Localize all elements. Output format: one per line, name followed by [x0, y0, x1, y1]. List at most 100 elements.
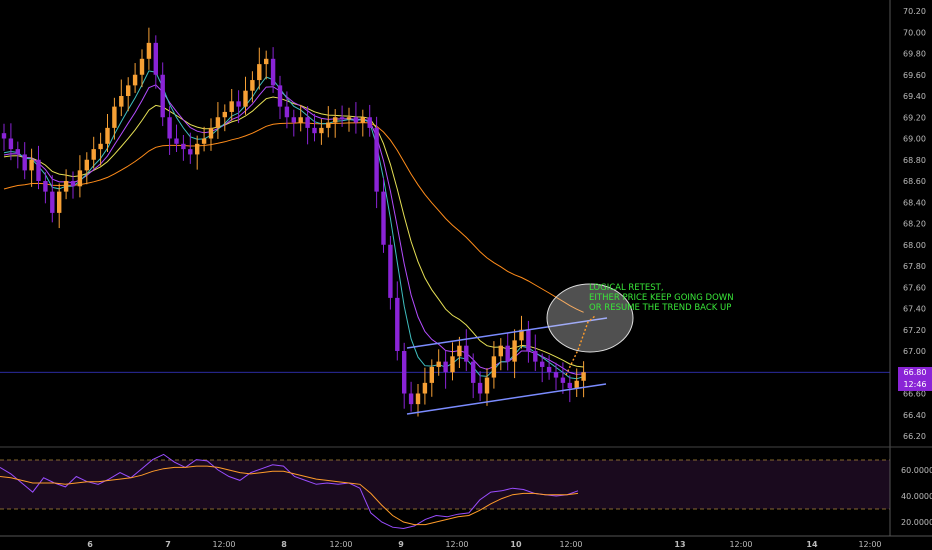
candle-body: [257, 64, 262, 81]
oscillator-lines: [0, 453, 890, 530]
time-tick-label: 8: [281, 540, 287, 549]
time-tick-label: 12:00: [729, 540, 752, 549]
candle-body: [540, 361, 545, 367]
candle-body: [560, 377, 566, 383]
price-tick-label: 69.80: [903, 50, 926, 59]
candle-body: [284, 106, 290, 118]
annotation-text[interactable]: LOGICAL RETEST, EITHER PRICE KEEP GOING …: [589, 283, 734, 313]
candle-body: [270, 58, 276, 86]
price-tick-label: 67.80: [903, 262, 926, 271]
countdown-label: 12:46: [898, 379, 932, 391]
candle-body: [519, 329, 524, 341]
candle-body: [339, 117, 345, 120]
time-tick-label: 12:00: [329, 540, 352, 549]
time-tick-label: 12:00: [212, 540, 235, 549]
moving-average-line: [3, 122, 584, 313]
candle-body: [167, 117, 172, 139]
candle-body: [567, 382, 572, 389]
channel-upper-line: [406, 317, 608, 349]
price-tick-label: 69.40: [903, 92, 926, 101]
candle-body: [457, 345, 462, 357]
oscillator-line: [0, 453, 579, 530]
candle-body: [312, 127, 317, 134]
price-tick-label: 66.40: [903, 411, 926, 420]
oscillator-tick-label: 60.0000: [901, 466, 932, 475]
candle-body: [491, 356, 497, 378]
candle-body: [98, 143, 103, 150]
candle-body: [195, 143, 200, 155]
channel-lower-line: [406, 383, 607, 415]
candle-body: [153, 42, 158, 75]
candle-body: [429, 366, 434, 383]
candle-body: [553, 372, 559, 378]
candle-body: [512, 340, 517, 362]
price-tick-label: 68.80: [903, 156, 926, 165]
price-tick-label: 68.20: [903, 220, 926, 229]
candle-body: [319, 127, 324, 134]
candle-body: [77, 170, 83, 187]
candle-body: [112, 106, 117, 128]
channel-drawing[interactable]: [406, 283, 634, 415]
candle-body: [119, 96, 124, 107]
time-tick-label: 14: [806, 540, 818, 549]
price-tick-label: 70.00: [903, 28, 926, 37]
candle-body: [291, 117, 296, 123]
candle-body: [346, 117, 352, 120]
candle-body: [264, 58, 269, 65]
candle-body: [298, 117, 303, 123]
candle-body: [581, 372, 586, 381]
candle-body: [415, 393, 421, 405]
candlestick-series: [1, 27, 586, 417]
candle-body: [36, 159, 41, 181]
oscillator-panel: [0, 453, 890, 530]
candle-body: [22, 154, 27, 171]
oscillator-tick-label: 20.0000: [901, 518, 932, 527]
candle-body: [1, 133, 7, 139]
candle-body: [8, 138, 14, 150]
price-tick-label: 66.20: [903, 432, 926, 441]
projection-arrow: [565, 315, 596, 376]
price-tick-label: 67.60: [903, 283, 926, 292]
candle-body: [215, 117, 221, 128]
candle-body: [546, 366, 552, 373]
retest-ellipse: [546, 283, 634, 353]
candle-body: [15, 149, 20, 155]
candle-body: [91, 149, 96, 160]
price-tick-label: 70.20: [903, 7, 926, 16]
candle-body: [388, 244, 393, 298]
candle-body: [402, 351, 407, 394]
candle-body: [222, 111, 227, 118]
candle-body: [381, 191, 386, 245]
candle-body: [360, 117, 365, 123]
candle-body: [374, 127, 379, 192]
candle-body: [146, 42, 152, 59]
price-tick-label: 67.40: [903, 305, 926, 314]
price-tick-label: 69.00: [903, 135, 926, 144]
candle-body: [243, 90, 248, 107]
candle-body: [201, 138, 207, 144]
candle-body: [229, 101, 234, 112]
candle-body: [395, 297, 400, 351]
candle-body: [422, 382, 428, 394]
candle-body: [250, 80, 255, 91]
candle-body: [43, 181, 48, 192]
candle-body: [188, 149, 193, 155]
price-tick-label: 66.60: [903, 390, 926, 399]
time-tick-label: 12:00: [559, 540, 582, 549]
price-tick-label: 69.20: [903, 113, 926, 122]
candle-body: [353, 117, 359, 123]
candle-body: [526, 329, 531, 351]
price-tick-label: 69.60: [903, 71, 926, 80]
candle-body: [367, 117, 372, 128]
candle-body: [181, 143, 186, 150]
time-tick-label: 13: [674, 540, 685, 549]
candle-body: [408, 393, 414, 405]
candle-body: [174, 138, 179, 144]
price-tick-label: 67.00: [903, 347, 926, 356]
candle-body: [208, 127, 214, 139]
candle-body: [436, 361, 441, 367]
time-tick-label: 10: [510, 540, 522, 549]
time-tick-label: 7: [165, 540, 171, 549]
candle-body: [533, 351, 538, 362]
